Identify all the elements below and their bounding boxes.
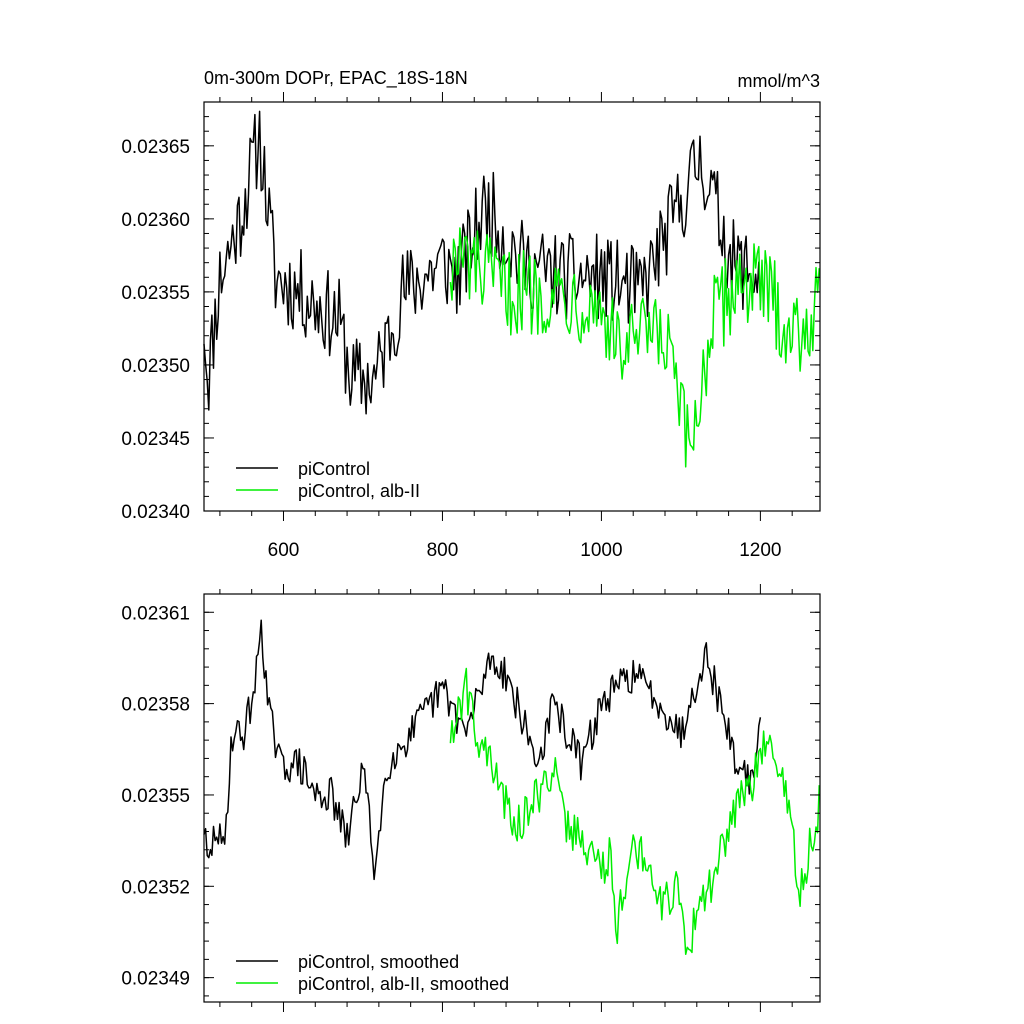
x-tick-label: 800 [427, 540, 459, 561]
y-tick-label: 0.02345 [121, 429, 190, 450]
top-axis-ticks: 0.02340 0.02345 0.02350 0.02355 0.02360 0.023… [121, 92, 820, 561]
x-tick-label: 1200 [739, 540, 781, 561]
bottom-plot-frame [203, 593, 821, 1003]
top-title: 0m-300m DOPr, EPAC_18S-18N [204, 68, 468, 89]
top-legend: piControl piControl, alb-II [236, 459, 420, 501]
y-tick-label: 0.02349 [121, 969, 190, 990]
legend-label-alb-ii-smoothed: piControl, alb-II, smoothed [298, 974, 509, 994]
series-line-picontrol [203, 110, 762, 415]
top-units-label: mmol/m^3 [738, 71, 820, 91]
y-tick-label: 0.02358 [121, 695, 190, 716]
bottom-plot-area [203, 619, 820, 956]
y-tick-label: 0.02352 [121, 877, 190, 898]
x-tick-label: 1000 [580, 540, 622, 561]
legend-label-alb-ii: piControl, alb-II [298, 481, 420, 501]
legend-label-picontrol-smoothed: piControl, smoothed [298, 952, 459, 972]
top-plot-area [203, 110, 820, 468]
series-line-picontrol-smoothed [203, 619, 762, 881]
bottom-axis-ticks: 0.02349 0.02352 0.02355 0.02358 0.02361 [121, 584, 820, 1012]
y-tick-label: 0.02365 [121, 137, 190, 158]
y-tick-label: 0.02340 [121, 502, 190, 523]
series-line-picontrol-alb-ii-smoothed [449, 667, 820, 956]
y-tick-label: 0.02355 [121, 786, 190, 807]
top-panel: 0m-300m DOPr, EPAC_18S-18N mmol/m^3 0.02… [121, 68, 821, 561]
bottom-legend: piControl, smoothed piControl, alb-II, s… [236, 952, 509, 994]
y-tick-label: 0.02360 [121, 210, 190, 231]
y-tick-label: 0.02361 [121, 603, 190, 624]
legend-label-picontrol: piControl [298, 459, 370, 479]
x-tick-label: 600 [268, 540, 300, 561]
y-tick-label: 0.02355 [121, 283, 190, 304]
bottom-panel: 0.02349 0.02352 0.02355 0.02358 0.02361 piCo… [121, 584, 821, 1012]
y-tick-label: 0.02350 [121, 356, 190, 377]
series-line-picontrol-alb-ii [449, 227, 820, 468]
